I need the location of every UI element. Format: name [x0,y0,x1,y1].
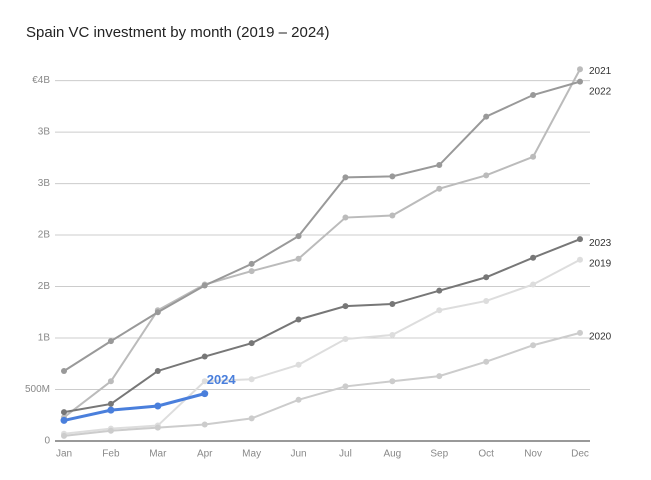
point [436,373,443,380]
point [483,172,490,179]
point [201,378,208,385]
point [154,367,161,374]
x-tick-label: Mar [149,449,167,460]
y-tick-label: 3B [38,127,51,138]
x-tick-label: Jun [290,449,306,460]
point [107,338,114,345]
point [60,416,68,424]
point [530,254,537,261]
y-tick-label: €4B [32,75,50,86]
point [577,66,583,73]
y-tick-label: 3B [38,178,51,189]
point [342,303,349,310]
x-tick-label: Apr [197,449,213,460]
point [295,233,302,240]
point [107,400,114,407]
y-tick-label: 0 [44,436,50,447]
point [389,212,396,219]
point [389,331,396,338]
series-line [63,331,581,437]
y-tick-label: 500M [25,384,50,395]
series-label: 2019 [589,258,612,269]
point [342,383,349,390]
point [295,361,302,368]
point [201,353,208,360]
point [577,256,583,263]
point [248,268,255,275]
point [389,173,396,180]
series-label: 2022 [589,86,612,97]
x-tick-label: Aug [383,449,401,460]
point [248,376,255,383]
point [342,214,349,221]
point [107,406,115,414]
point [61,432,67,439]
point [154,424,161,431]
point [107,378,114,385]
series-label: 2024 [207,372,237,387]
point [577,329,583,336]
x-tick-label: Jan [56,449,72,460]
point [61,409,67,416]
x-tick-label: Oct [478,449,494,460]
point [530,342,537,349]
point [436,162,443,169]
point [295,255,302,262]
point [248,415,255,422]
y-tick-label: 1B [38,333,51,344]
y-tick-label: 2B [38,230,51,241]
point [530,281,537,288]
series-line [63,238,581,414]
chart-title: Spain VC investment by month (2019 – 202… [26,24,330,41]
point [577,78,583,85]
point [295,396,302,403]
series-label: 2021 [589,66,612,77]
x-tick-label: May [242,449,261,460]
point [483,358,490,365]
x-tick-label: Jul [339,449,352,460]
point [389,378,396,385]
point [248,260,255,267]
point [577,236,583,243]
x-tick-label: Nov [524,449,542,460]
point [201,282,208,289]
point [483,113,490,120]
point [436,287,443,294]
point [342,174,349,181]
point [154,402,162,410]
point [342,336,349,343]
point [295,316,302,323]
x-tick-label: Sep [430,449,448,460]
series-line [63,68,581,419]
series-label: 2023 [589,238,612,249]
point [436,185,443,192]
point [107,427,114,434]
point [201,421,208,428]
point [483,297,490,304]
point [530,92,537,99]
series-line [63,392,206,422]
point [389,301,396,308]
point [201,390,209,398]
point [61,367,67,374]
point [248,340,255,347]
point [436,307,443,314]
y-tick-label: 2B [38,281,51,292]
x-tick-label: Feb [102,449,120,460]
series-label: 2020 [589,332,612,343]
x-tick-label: Dec [571,449,589,460]
point [483,274,490,281]
series-line [63,80,581,372]
point [154,309,161,316]
series-line [63,258,581,435]
point [530,153,537,160]
